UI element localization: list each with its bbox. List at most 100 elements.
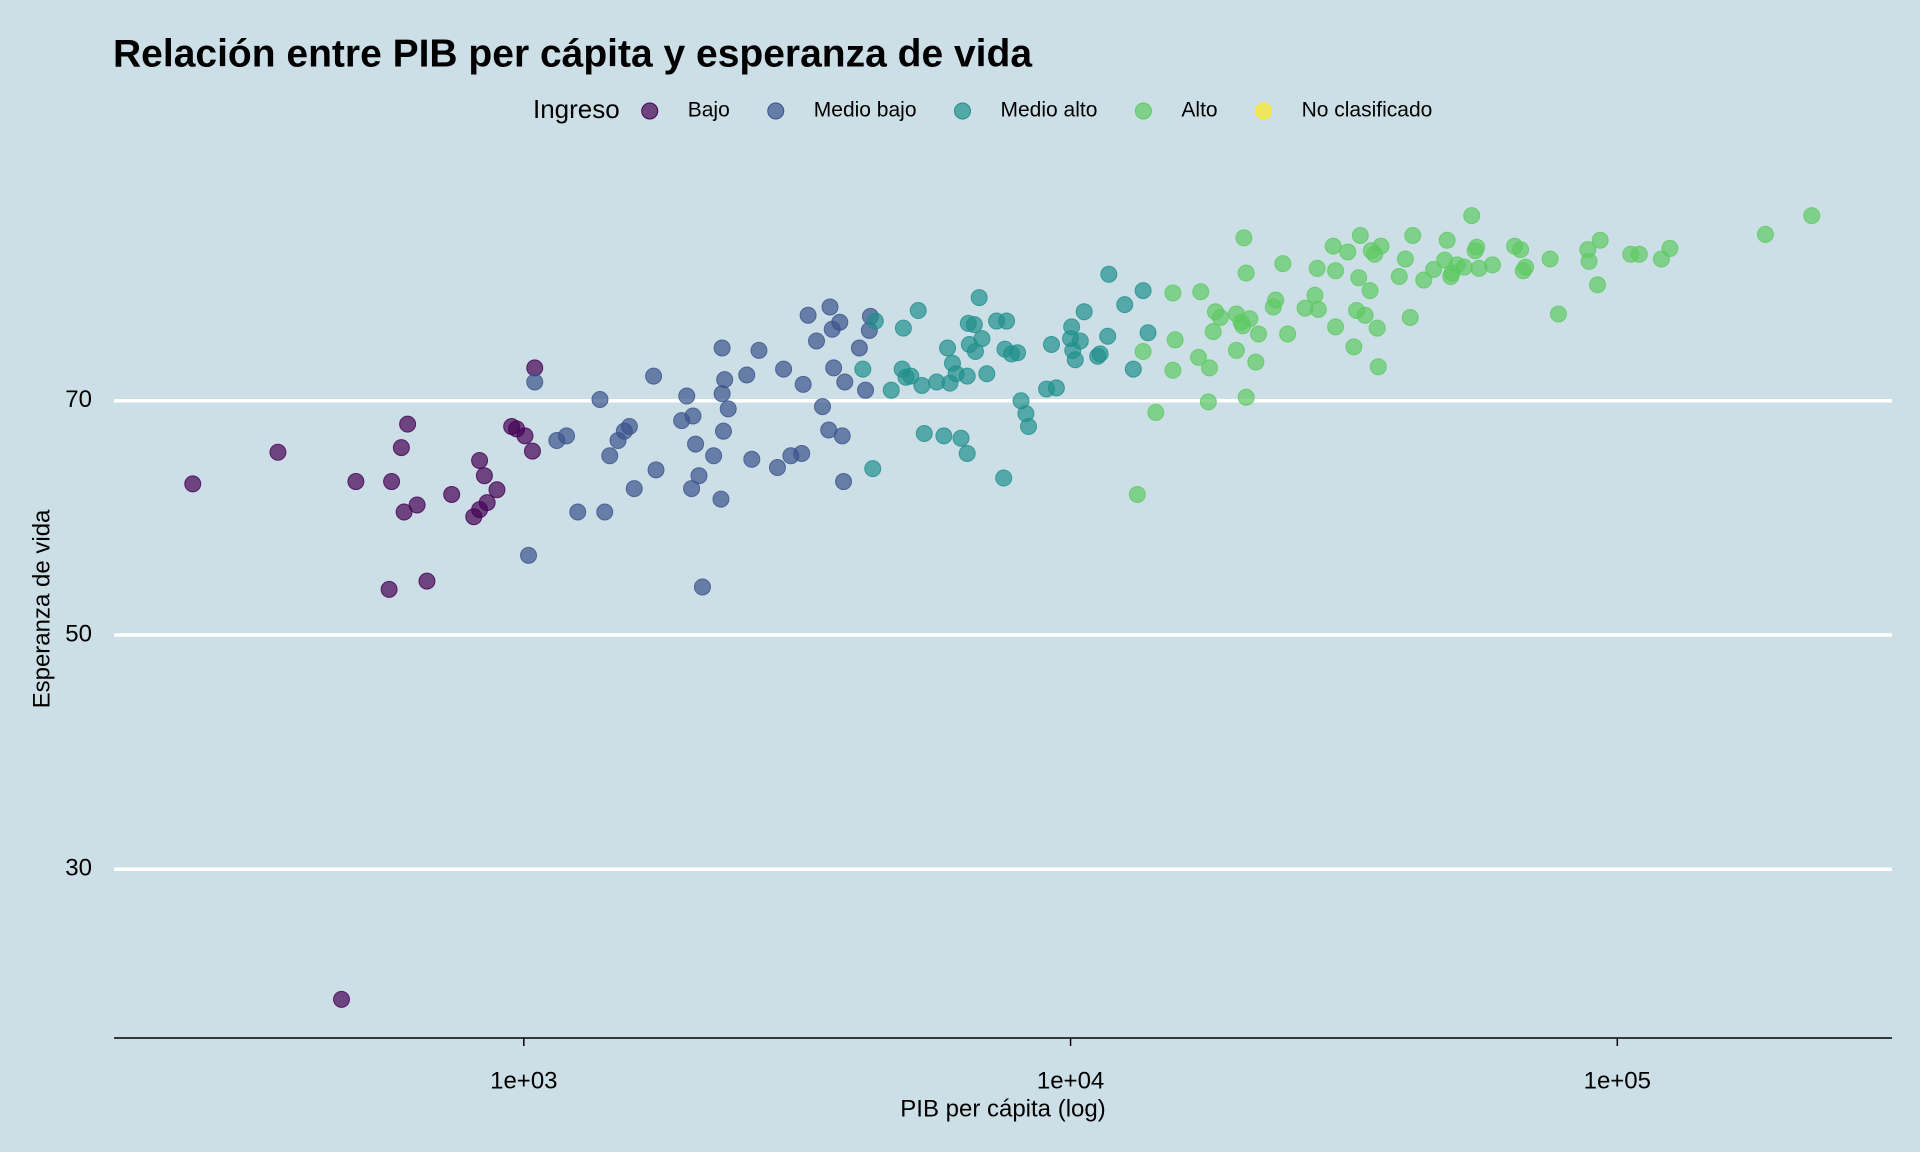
point	[1468, 238, 1486, 256]
point	[601, 447, 619, 465]
point	[1591, 231, 1609, 249]
point	[866, 312, 884, 330]
point	[1517, 258, 1535, 276]
point	[683, 480, 701, 498]
point	[269, 443, 287, 461]
point	[965, 316, 983, 334]
point	[1463, 207, 1481, 225]
point	[526, 373, 544, 391]
point	[915, 425, 933, 443]
point	[1134, 343, 1152, 361]
point	[1204, 323, 1222, 341]
point	[523, 442, 541, 460]
point	[970, 289, 988, 307]
point	[1066, 351, 1084, 369]
point	[743, 450, 761, 468]
point	[1100, 265, 1118, 283]
point	[1091, 345, 1109, 363]
point	[687, 435, 705, 453]
point	[814, 398, 832, 416]
point	[1580, 252, 1598, 270]
point	[471, 451, 489, 469]
point	[909, 302, 927, 320]
point	[1250, 325, 1268, 343]
y-tick-label: 50	[65, 620, 92, 647]
point	[1350, 269, 1368, 287]
y-tick-label: 30	[65, 855, 92, 882]
point	[1020, 417, 1038, 435]
point	[833, 427, 851, 445]
point	[1147, 403, 1165, 421]
point	[1308, 259, 1326, 277]
point	[1327, 262, 1345, 280]
point	[864, 460, 882, 478]
point	[1415, 271, 1433, 289]
point	[488, 481, 506, 499]
point	[1438, 231, 1456, 249]
point	[1356, 306, 1374, 324]
point	[1345, 338, 1363, 356]
point	[794, 375, 812, 393]
point	[857, 381, 875, 399]
point	[1306, 286, 1324, 304]
point	[1484, 256, 1502, 274]
point	[520, 546, 538, 564]
point	[1237, 388, 1255, 406]
point	[1756, 225, 1774, 243]
point	[958, 367, 976, 385]
point	[1042, 335, 1060, 353]
point	[713, 385, 731, 403]
point	[1404, 227, 1422, 245]
point	[1803, 207, 1821, 225]
legend-label: No clasificado	[1302, 99, 1433, 122]
point	[1455, 258, 1473, 276]
point	[591, 391, 609, 409]
point	[392, 439, 410, 457]
point	[998, 312, 1016, 330]
point	[1396, 250, 1414, 268]
y-axis-label: Esperanza de vida	[28, 509, 55, 708]
point	[850, 339, 868, 357]
legend-label: Medio alto	[1001, 99, 1098, 122]
point	[716, 371, 734, 389]
point	[793, 444, 811, 462]
point	[1235, 229, 1253, 247]
point	[1369, 358, 1387, 376]
point	[678, 387, 696, 405]
point	[831, 313, 849, 331]
legend-marker	[1255, 102, 1273, 120]
point	[952, 429, 970, 447]
point	[1541, 250, 1559, 268]
point	[647, 461, 665, 479]
point	[380, 580, 398, 598]
point	[825, 359, 843, 377]
point	[854, 360, 872, 378]
point	[1199, 393, 1217, 411]
point	[1241, 310, 1259, 328]
legend-label: Medio bajo	[814, 99, 917, 122]
point	[958, 444, 976, 462]
point	[1075, 303, 1093, 321]
point	[1128, 485, 1146, 503]
point	[935, 427, 953, 445]
point	[1247, 353, 1265, 371]
point	[1339, 243, 1357, 261]
point	[1279, 325, 1297, 343]
point	[1190, 348, 1208, 366]
legend-label: Alto	[1181, 99, 1217, 122]
point	[1134, 282, 1152, 300]
point	[1425, 261, 1443, 279]
point	[569, 503, 587, 521]
point	[625, 480, 643, 498]
point	[596, 503, 614, 521]
point	[645, 367, 663, 385]
point	[719, 400, 737, 418]
point	[475, 467, 493, 485]
point	[750, 341, 768, 359]
point	[705, 447, 723, 465]
x-tick-label: 1e+03	[490, 1067, 557, 1094]
point	[690, 467, 708, 485]
point	[1227, 341, 1245, 359]
point	[1351, 227, 1369, 245]
point	[347, 473, 365, 491]
